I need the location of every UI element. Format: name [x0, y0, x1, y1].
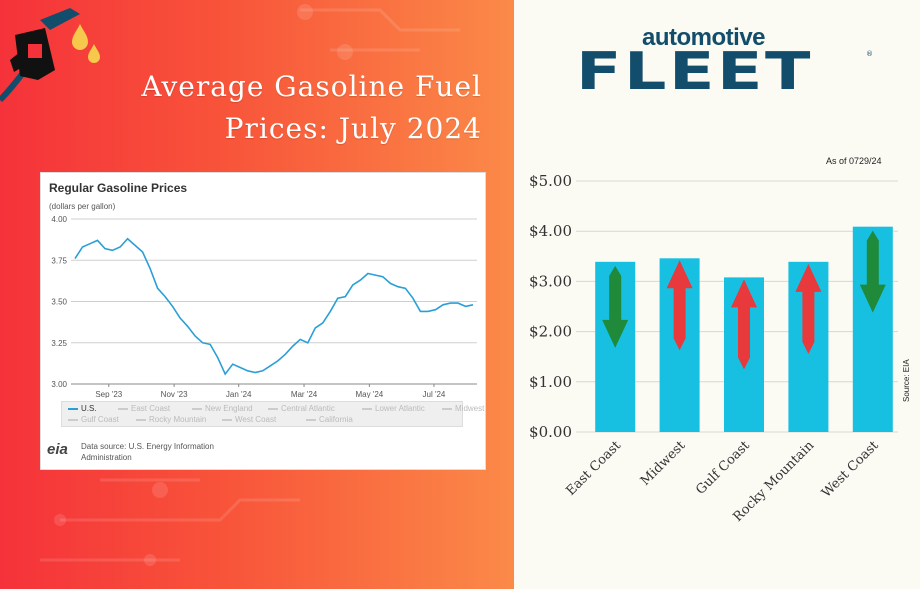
legend-label: West Coast — [235, 415, 277, 424]
legend-label: Gulf Coast — [81, 415, 119, 424]
legend-swatch — [362, 407, 372, 410]
y-tick-label: 3.50 — [51, 298, 67, 307]
legend-item[interactable]: New England — [192, 404, 253, 413]
right-panel: automotive FLEET ® As of 0729/24 $0.00 $1… — [514, 0, 920, 589]
y-tick-label: $0.00 — [529, 423, 572, 441]
eia-logo: eia — [47, 441, 68, 458]
brand-top-text: automotive — [642, 24, 766, 51]
legend-swatch — [222, 418, 232, 421]
legend-swatch — [192, 407, 202, 410]
trend-up-arrow-icon — [731, 279, 757, 370]
line-chart: 4.00 3.75 3.50 3.25 3.00 Sep '23 Nov '23 Jan '2… — [51, 215, 477, 398]
legend-label: Rocky Mountain — [149, 415, 207, 424]
as-of-date: As of 0729/24 — [826, 156, 882, 166]
category-label: West Coast — [819, 438, 882, 501]
legend-item[interactable]: Rocky Mountain — [136, 415, 206, 424]
y-tick-label: $1.00 — [529, 373, 572, 391]
x-tick-label: May '24 — [355, 390, 383, 398]
legend-swatch — [268, 407, 278, 410]
bar-chart: $0.00 $1.00 $2.00 $3.00 $4.00 $5.00 East Coast… — [529, 172, 898, 525]
line-chart-legend: U.S. East Coast New England Central Atlanti… — [61, 401, 484, 427]
legend-swatch — [68, 407, 78, 410]
legend-swatch — [442, 407, 452, 410]
legend-item[interactable]: East Coast — [118, 404, 170, 413]
trend-up-arrow-icon — [666, 260, 693, 351]
line-chart-card: Regular Gasoline Prices (dollars per gal… — [40, 172, 486, 470]
circuit-decoration — [0, 0, 514, 589]
fuel-drop-icon — [72, 24, 100, 63]
legend-swatch — [68, 418, 78, 421]
legend-item[interactable]: West Coast — [222, 415, 276, 424]
x-tick-label: Jul '24 — [423, 390, 446, 398]
legend-label: Central Atlantic — [281, 404, 335, 413]
legend-label: Lower Atlantic — [375, 404, 425, 413]
line-chart-subtitle: (dollars per gallon) — [49, 202, 116, 211]
legend-label: Midwest — [455, 404, 485, 413]
legend-label: U.S. — [81, 404, 97, 413]
y-tick-label: 4.00 — [51, 215, 67, 224]
legend-item[interactable]: Midwest — [442, 404, 484, 413]
title-line-1: Average Gasoline Fuel — [141, 70, 482, 103]
y-tick-label: $5.00 — [529, 172, 572, 190]
fuel-nozzle-icon — [0, 8, 80, 103]
legend-swatch — [118, 407, 128, 410]
line-chart-title: Regular Gasoline Prices — [49, 181, 188, 195]
y-tick-label: 3.75 — [51, 256, 67, 265]
trend-down-arrow-icon — [859, 230, 886, 313]
brand-registered-mark: ® — [866, 50, 873, 58]
legend-swatch — [306, 418, 316, 421]
series-line-us — [74, 237, 474, 376]
legend-label: New England — [205, 404, 253, 413]
x-tick-label: Jan '24 — [226, 390, 252, 398]
y-tick-label: 3.25 — [51, 339, 67, 348]
legend-item[interactable]: Central Atlantic — [268, 404, 335, 413]
x-tick-label: Mar '24 — [291, 390, 318, 398]
source-label: Source: EIA — [902, 359, 911, 402]
legend-item[interactable]: Gulf Coast — [68, 415, 119, 424]
category-label: Gulf Coast — [693, 438, 753, 498]
legend-label: East Coast — [131, 404, 171, 413]
trend-down-arrow-icon — [602, 265, 629, 348]
category-label: Midwest — [638, 438, 689, 489]
trend-up-arrow-icon — [795, 263, 822, 354]
y-tick-label: $4.00 — [529, 222, 572, 240]
brand-logo-text: FLEET — [576, 42, 814, 102]
legend-item[interactable]: U.S. — [68, 404, 97, 413]
left-panel: Average Gasoline Fuel Prices: July 2024 … — [0, 0, 514, 589]
legend-label: California — [319, 415, 353, 424]
y-tick-label: $3.00 — [529, 272, 572, 290]
y-tick-label: 3.00 — [51, 380, 67, 389]
y-tick-label: $2.00 — [529, 323, 572, 341]
eia-source: Data source: U.S. Energy Information Adm… — [81, 442, 214, 462]
x-tick-label: Sep '23 — [95, 390, 122, 398]
legend-item[interactable]: California — [306, 415, 353, 424]
x-tick-label: Nov '23 — [161, 390, 188, 398]
legend-item[interactable]: Lower Atlantic — [362, 404, 425, 413]
legend-swatch — [136, 418, 146, 421]
title-line-2: Prices: July 2024 — [224, 112, 482, 145]
category-label: East Coast — [563, 438, 624, 499]
